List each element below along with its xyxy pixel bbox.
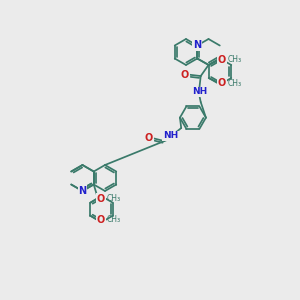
Text: N: N — [193, 40, 201, 50]
Text: CH₃: CH₃ — [107, 194, 121, 203]
Text: CH₃: CH₃ — [107, 215, 121, 224]
Text: NH: NH — [192, 87, 207, 96]
Text: CH₃: CH₃ — [228, 56, 242, 64]
Text: O: O — [97, 194, 105, 204]
Text: O: O — [181, 70, 189, 80]
Text: NH: NH — [163, 131, 178, 140]
Text: O: O — [97, 214, 105, 225]
Text: O: O — [218, 55, 226, 65]
Text: O: O — [145, 134, 153, 143]
Text: CH₃: CH₃ — [228, 79, 242, 88]
Text: N: N — [78, 186, 86, 196]
Text: O: O — [218, 78, 226, 88]
